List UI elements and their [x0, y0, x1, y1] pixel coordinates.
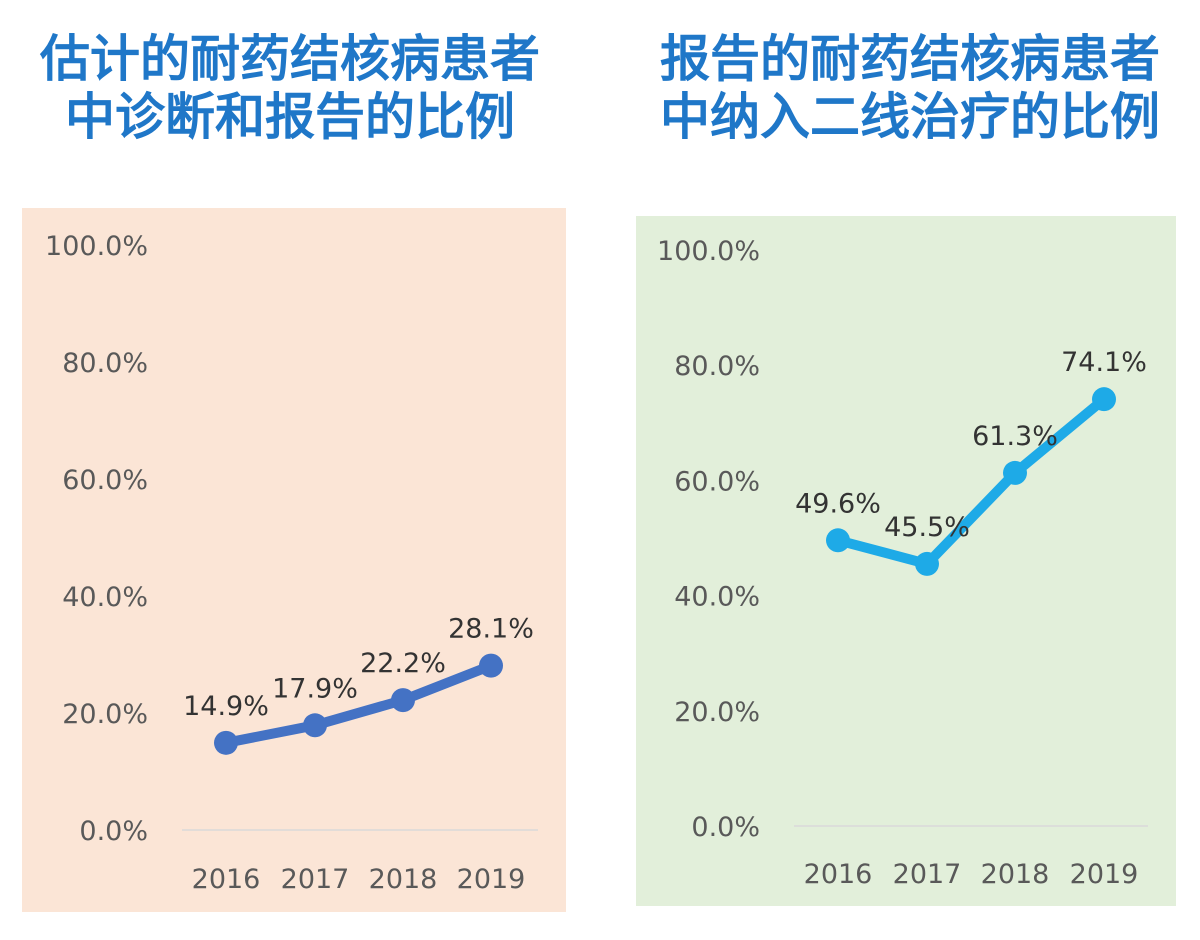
left-x-tick-label: 2018	[369, 864, 438, 895]
left-x-tick-label: 2019	[457, 864, 526, 895]
right-x-tick-label: 2017	[893, 859, 962, 890]
left-y-tick-label: 40.0%	[62, 582, 148, 613]
right-x-tick-label: 2016	[804, 859, 873, 890]
left-data-point	[391, 688, 415, 713]
left-plot-background	[22, 208, 566, 912]
left-x-tick-label: 2017	[281, 864, 350, 895]
right-title-line-2: 中纳入二线治疗的比例	[660, 88, 1160, 146]
right-data-point	[915, 551, 939, 576]
left-data-point	[214, 730, 238, 755]
right-data-label: 45.5%	[884, 512, 970, 543]
right-data-point	[1003, 460, 1027, 485]
right-y-tick-label: 100.0%	[657, 236, 760, 267]
right-y-tick-label: 20.0%	[674, 697, 760, 728]
left-title-line-2: 中诊断和报告的比例	[65, 88, 515, 146]
left-y-tick-label: 80.0%	[62, 348, 148, 379]
right-x-tick-label: 2018	[981, 859, 1050, 890]
right-x-tick-label: 2019	[1070, 859, 1139, 890]
right-data-label: 74.1%	[1061, 347, 1147, 378]
right-title-line-1: 报告的耐药结核病患者	[660, 30, 1160, 88]
left-y-tick-label: 0.0%	[79, 816, 148, 847]
right-data-point	[826, 528, 850, 553]
right-y-tick-label: 0.0%	[691, 812, 760, 843]
left-title-line-1: 估计的耐药结核病患者	[40, 30, 540, 88]
left-chart-title: 估计的耐药结核病患者 中诊断和报告的比例	[10, 30, 570, 146]
left-y-tick-label: 20.0%	[62, 699, 148, 730]
right-y-tick-label: 40.0%	[674, 582, 760, 613]
right-data-point	[1092, 387, 1116, 412]
left-data-point	[303, 713, 327, 738]
right-y-tick-label: 60.0%	[674, 466, 760, 497]
left-data-label: 14.9%	[183, 691, 269, 722]
left-data-label: 22.2%	[360, 648, 446, 679]
right-data-label: 61.3%	[972, 421, 1058, 452]
right-data-label: 49.6%	[795, 488, 881, 519]
left-data-point	[479, 653, 503, 678]
left-y-tick-label: 100.0%	[45, 231, 148, 262]
left-data-label: 17.9%	[272, 673, 358, 704]
right-y-tick-label: 80.0%	[674, 351, 760, 382]
right-chart-title: 报告的耐药结核病患者 中纳入二线治疗的比例	[630, 30, 1190, 146]
left-y-tick-label: 60.0%	[62, 465, 148, 496]
right-series-line	[836, 395, 1108, 569]
left-data-label: 28.1%	[448, 614, 534, 645]
left-series-line	[225, 660, 493, 748]
left-x-tick-label: 2016	[192, 864, 261, 895]
